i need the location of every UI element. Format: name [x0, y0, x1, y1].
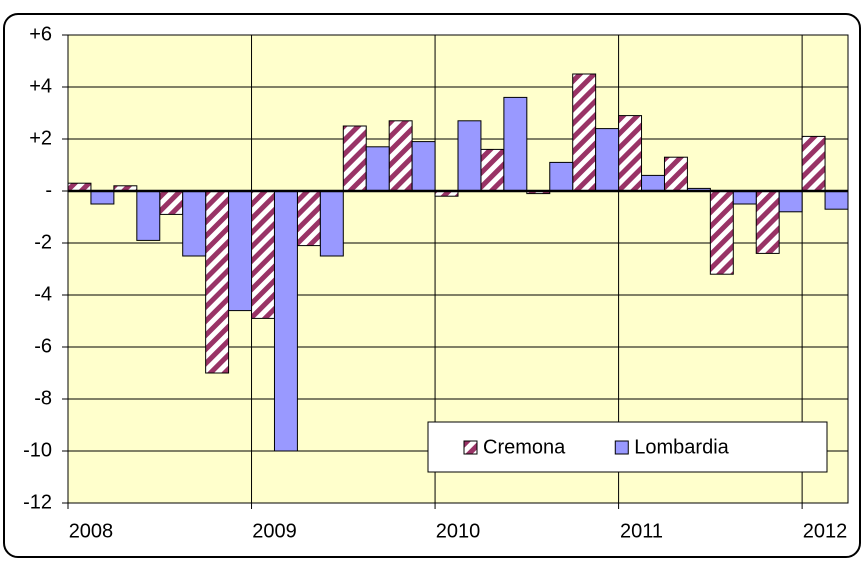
- bar: [801, 135, 826, 192]
- x-tick-label: 2010: [436, 520, 481, 542]
- y-tick-label: +4: [29, 75, 52, 97]
- x-tick-label: 2012: [803, 520, 848, 542]
- bar: [365, 146, 390, 192]
- bar: [342, 125, 367, 192]
- bar: [159, 190, 184, 215]
- y-tick-label: +2: [29, 127, 52, 149]
- bar: [595, 128, 620, 192]
- bar: [755, 190, 780, 254]
- bar: [273, 190, 298, 452]
- bar: [618, 115, 643, 192]
- legend-label: Lombardia: [634, 436, 729, 458]
- bar: [663, 156, 688, 192]
- bar: [709, 190, 734, 275]
- bar: [388, 120, 413, 192]
- bar: [205, 190, 230, 374]
- legend-swatch: [614, 440, 629, 455]
- bar: [319, 190, 344, 257]
- bar: [641, 174, 665, 192]
- bar: [251, 190, 275, 319]
- bar: [549, 161, 574, 192]
- bar: [778, 190, 803, 213]
- bar: [136, 190, 161, 241]
- bar: [503, 96, 528, 192]
- legend-swatch: [463, 440, 478, 455]
- x-tick-label: 2011: [620, 520, 663, 542]
- bar: [824, 190, 849, 210]
- x-tick-label: 2008: [69, 520, 114, 542]
- y-tick-label: -2: [34, 231, 52, 253]
- bar: [480, 148, 505, 192]
- bar: [411, 141, 436, 192]
- bar: [228, 190, 253, 312]
- bar: [90, 190, 115, 205]
- bar: [457, 120, 482, 192]
- bar: [182, 190, 207, 257]
- y-tick-label: -10: [23, 439, 52, 461]
- y-tick-label: -12: [23, 491, 52, 513]
- y-tick-label: -6: [34, 335, 52, 357]
- y-tick-label: -4: [34, 283, 52, 305]
- y-tick-label: +6: [29, 23, 52, 45]
- bar: [732, 190, 757, 205]
- bar: [296, 190, 321, 247]
- y-tick-label: -: [45, 179, 52, 201]
- bar: [572, 73, 597, 192]
- y-tick-label: -8: [34, 387, 52, 409]
- legend-label: Cremona: [483, 436, 566, 458]
- x-tick-label: 2009: [252, 520, 297, 542]
